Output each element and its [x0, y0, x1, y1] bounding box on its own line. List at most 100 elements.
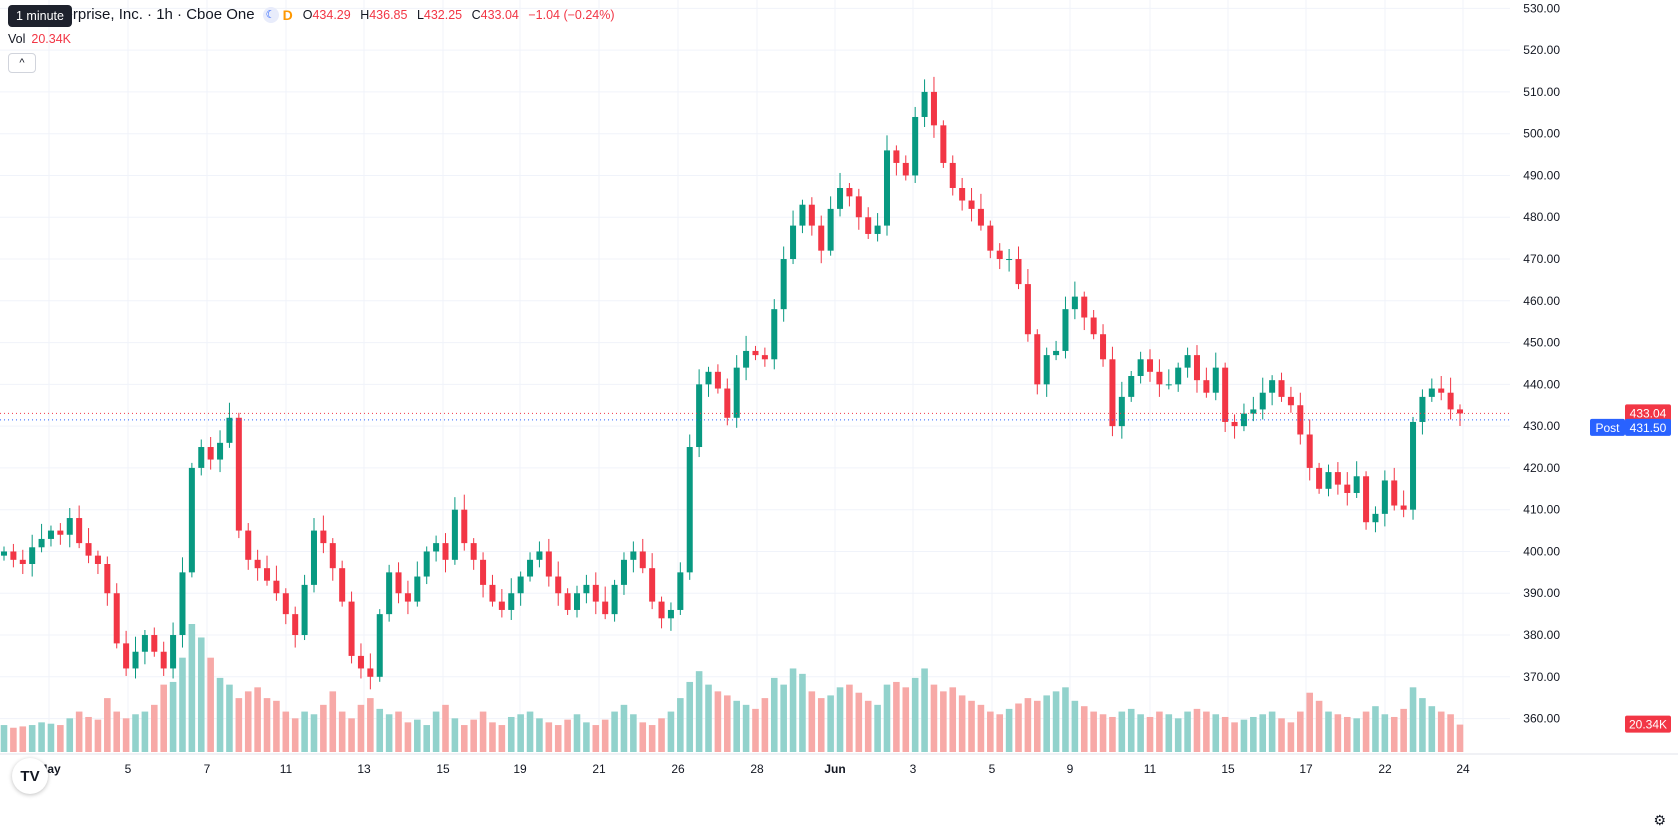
volume-bar [902, 687, 910, 752]
candle-body [696, 384, 703, 448]
candle [1353, 461, 1360, 498]
y-tick-label: 530.00 [1523, 1, 1560, 15]
candle [1400, 490, 1407, 518]
volume-bar [1034, 700, 1041, 752]
volume-bar [545, 722, 553, 752]
candle [141, 630, 148, 665]
candle [930, 76, 937, 138]
candle [1381, 470, 1388, 527]
candle-body [977, 208, 984, 226]
candle [940, 120, 947, 168]
candle-body [517, 576, 524, 594]
open-value: 434.29 [312, 7, 351, 22]
candle-body [1316, 467, 1323, 489]
volume-bar [254, 687, 261, 752]
volume-bar [752, 708, 759, 752]
gear-icon[interactable]: ⚙ [1653, 812, 1666, 828]
candle [1156, 359, 1163, 397]
candle [1428, 378, 1435, 402]
volume-bar [677, 698, 684, 752]
candle-body [480, 559, 487, 585]
volume-bar [601, 719, 609, 752]
volume-bar [66, 718, 74, 752]
candle [883, 135, 890, 236]
y-tick-label: 430.00 [1523, 419, 1560, 433]
candle-body [1090, 317, 1097, 335]
candle [912, 106, 919, 183]
post-label-bg [1590, 418, 1625, 436]
tradingview-logo-icon[interactable]: TV [12, 758, 48, 794]
candle [545, 538, 552, 587]
candle-body [1128, 376, 1135, 397]
candle-body [602, 601, 609, 615]
volume-bar [442, 704, 449, 752]
candle-body [987, 225, 994, 251]
volume-bar [1052, 691, 1060, 752]
volume-bar [1221, 716, 1229, 752]
x-tick-label: 17 [1299, 762, 1313, 776]
candle [555, 561, 562, 606]
candle-body [1438, 388, 1445, 393]
y-tick-label: 440.00 [1523, 377, 1560, 391]
volume-bar [1400, 708, 1407, 752]
volume-bar [470, 719, 477, 752]
volume-bar [75, 711, 83, 752]
candle-body [310, 530, 317, 585]
candle [1278, 372, 1285, 402]
last-price-label-bg [1625, 404, 1671, 422]
candle [489, 574, 496, 607]
candle [414, 561, 421, 607]
candle [29, 534, 36, 577]
candle [1456, 404, 1464, 426]
candle [686, 434, 693, 580]
volume-bar [1325, 711, 1332, 752]
candle-body [357, 655, 364, 669]
candle [123, 630, 130, 676]
candle [1147, 349, 1154, 382]
candle-body [1287, 396, 1294, 406]
candle-body [1109, 359, 1116, 427]
x-tick-label: 7 [204, 762, 211, 776]
candle-body [1175, 367, 1182, 385]
volume-bar [1109, 716, 1116, 752]
candle [1081, 291, 1088, 331]
d-badge[interactable]: D [282, 6, 293, 23]
candle-body [292, 614, 299, 636]
time-axis[interactable]: May 5 7 11 13 15 19 21 26 28 Jun 3 5 9 11 15 17 22 24 [0, 753, 1678, 776]
volume-bar [1080, 706, 1088, 752]
candle-body [170, 635, 177, 669]
candle-body [780, 259, 787, 310]
candle [188, 462, 195, 578]
volume-bar [1015, 703, 1022, 752]
moon-icon[interactable]: ☾ [262, 6, 279, 23]
candle-body [1015, 259, 1022, 285]
volume-bar [554, 725, 562, 752]
price-axis[interactable]: 360.00 370.00 380.00 390.00 400.00 410.00 420.… [1523, 1, 1560, 725]
candle [696, 369, 703, 458]
candle [1325, 464, 1332, 497]
collapse-legend-button[interactable]: ^ [8, 53, 36, 73]
candle-body [339, 568, 346, 602]
candle [1297, 392, 1304, 445]
candle-body [329, 543, 336, 569]
candle [921, 79, 928, 128]
candle [1259, 377, 1266, 420]
candle-body [1071, 296, 1078, 310]
volume-bar [940, 691, 947, 752]
volume-bar [320, 704, 327, 752]
volume-bar [1259, 714, 1267, 752]
volume-bar [817, 698, 825, 752]
candle-body [996, 250, 1003, 260]
candle-body [893, 150, 900, 163]
candle [339, 560, 346, 607]
x-tick-label: 9 [1067, 762, 1074, 776]
candle [846, 182, 853, 207]
candle-body [1165, 384, 1172, 386]
symbol-title[interactable]: Enterprise, Inc. · 1h · Cboe One [42, 6, 255, 23]
candle [423, 546, 430, 585]
x-tick-label: 15 [1221, 762, 1235, 776]
candle-body [1278, 380, 1285, 397]
volume-bar [1024, 698, 1032, 752]
candle [639, 538, 646, 574]
